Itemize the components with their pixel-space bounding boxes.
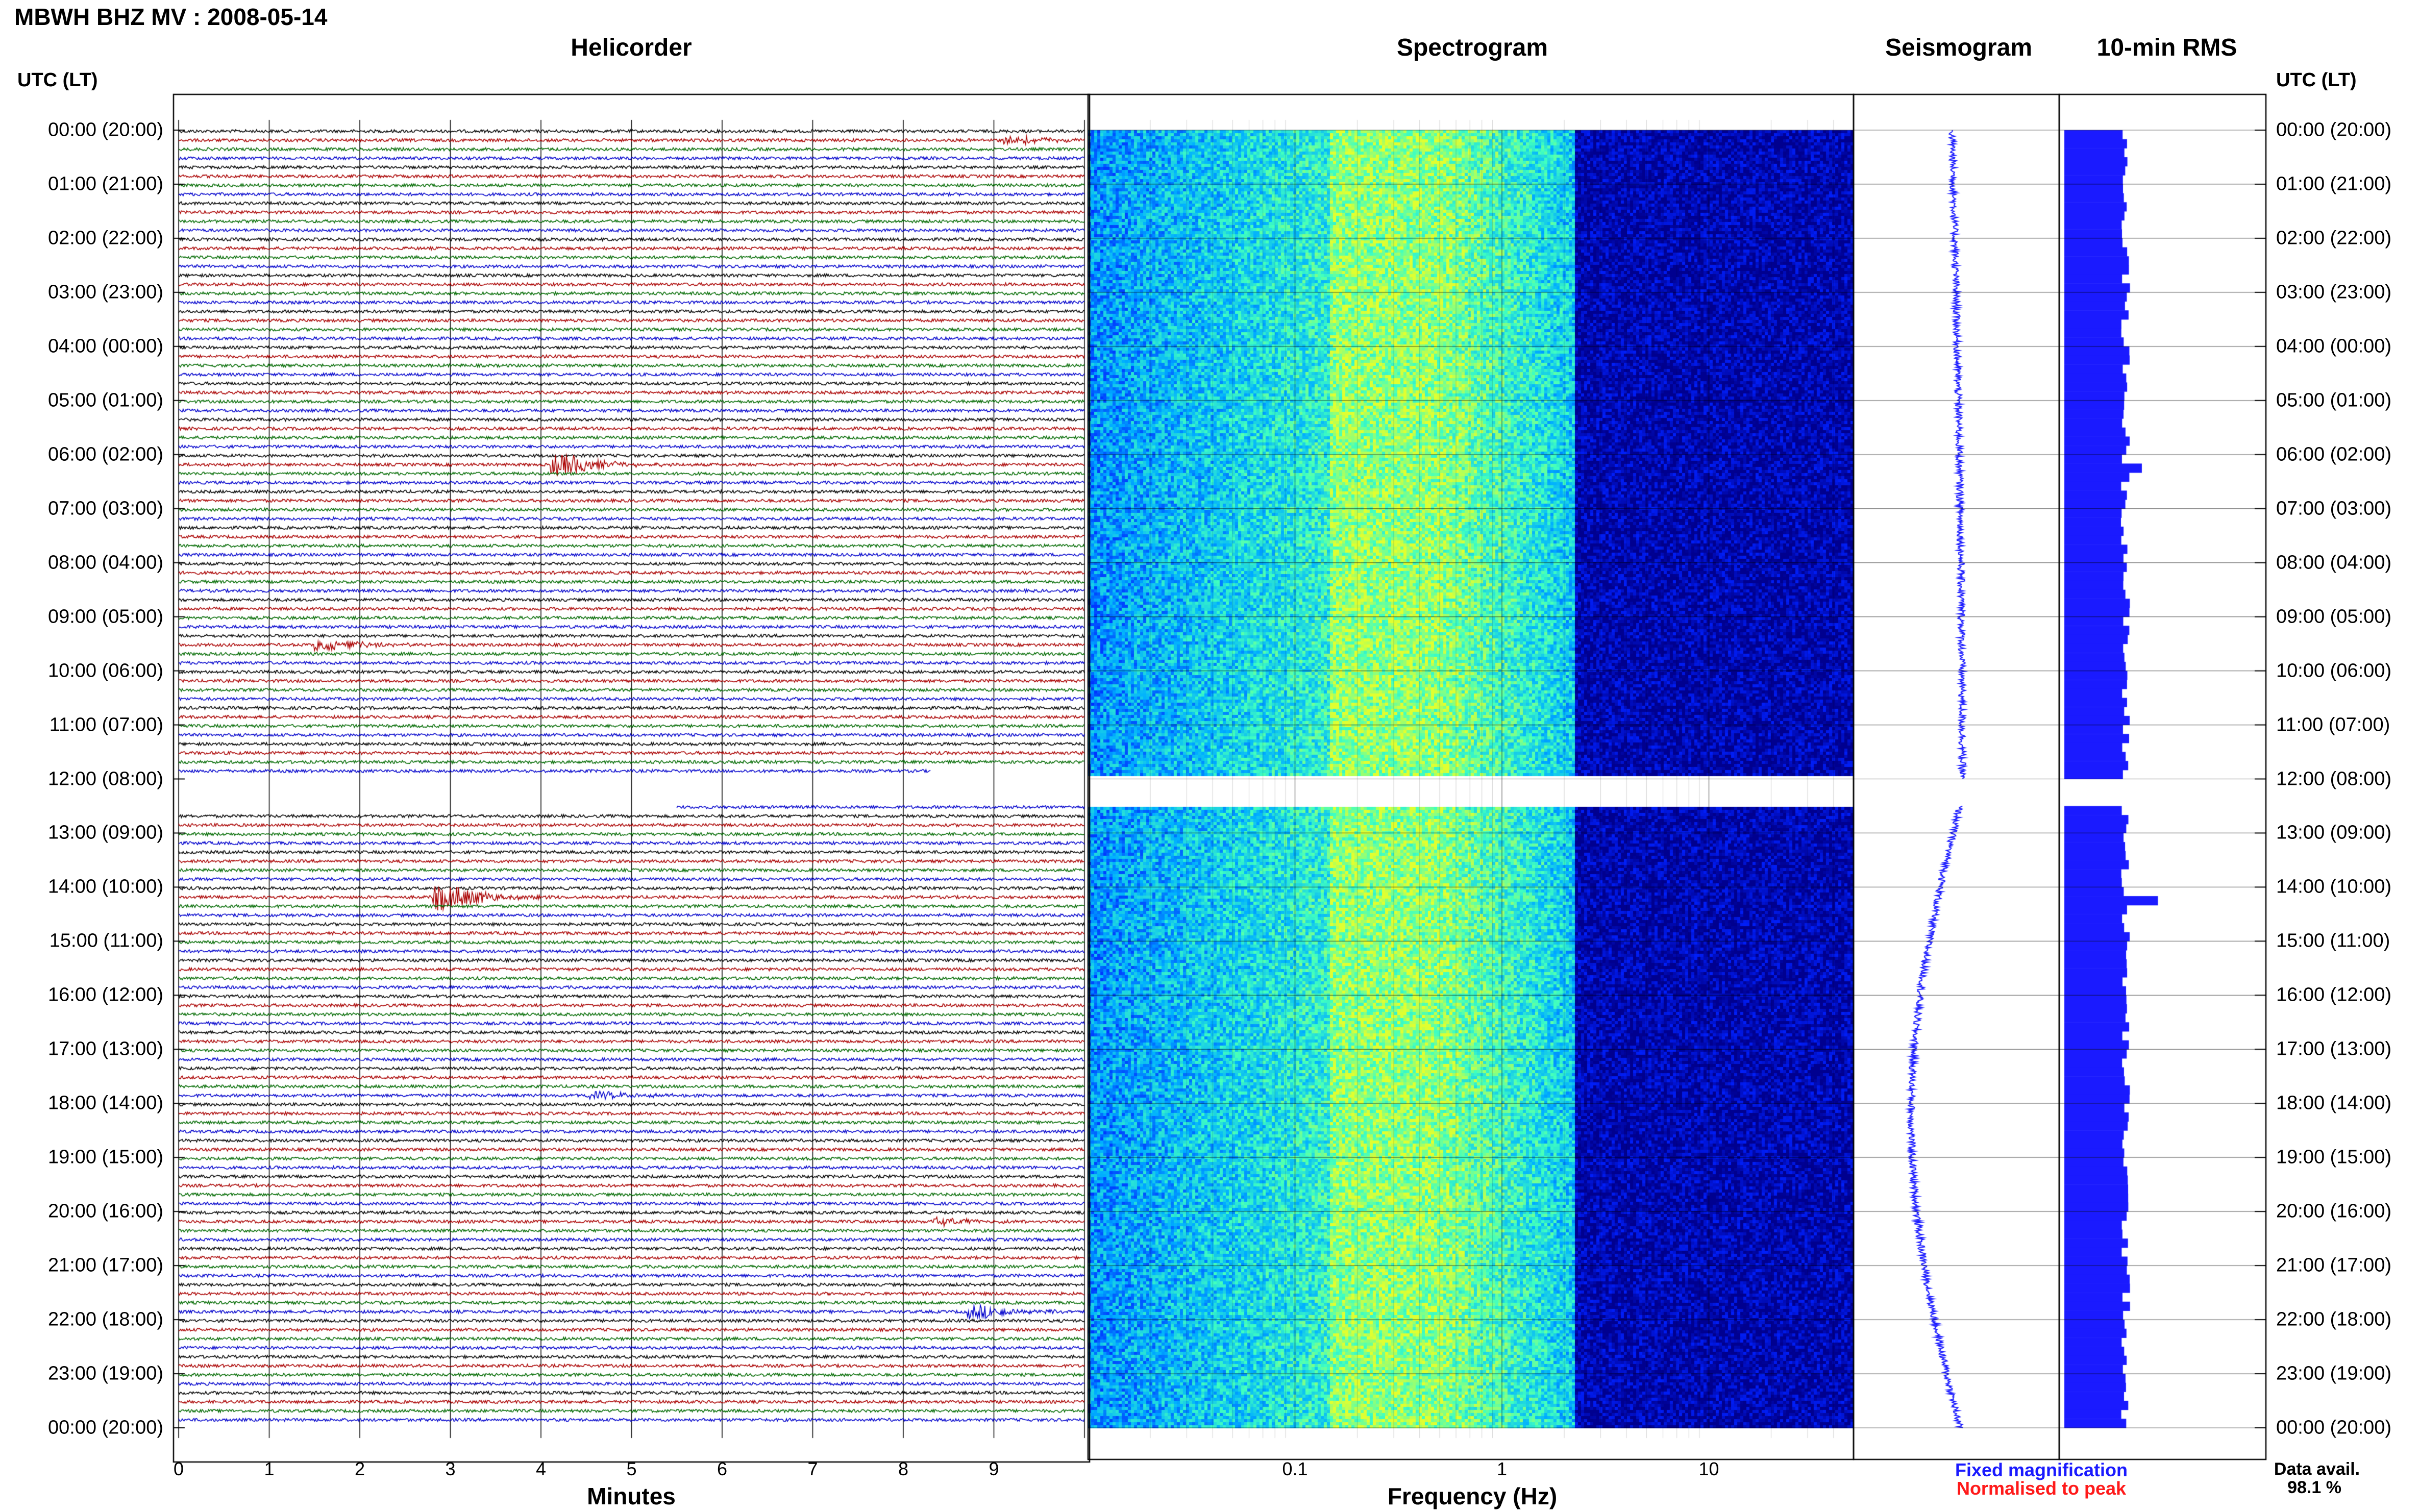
utc-tick-right: 16:00 (12:00) bbox=[2276, 984, 2392, 1006]
utc-tick-right: 10:00 (06:00) bbox=[2276, 660, 2392, 682]
utc-tick-right: 08:00 (04:00) bbox=[2276, 552, 2392, 574]
utc-tick-right: 09:00 (05:00) bbox=[2276, 606, 2392, 628]
utc-tick-right: 15:00 (11:00) bbox=[2276, 930, 2390, 952]
utc-tick-right: 12:00 (08:00) bbox=[2276, 768, 2392, 789]
data-availability-value: 98.1 % bbox=[2287, 1478, 2341, 1497]
utc-tick-right: 14:00 (10:00) bbox=[2276, 876, 2392, 898]
minutes-tick-label: 0 bbox=[173, 1458, 184, 1479]
utc-tick-left: 02:00 (22:00) bbox=[47, 227, 163, 249]
utc-tick-right: 23:00 (19:00) bbox=[2276, 1362, 2392, 1384]
utc-tick-right: 02:00 (22:00) bbox=[2276, 227, 2392, 249]
utc-tick-right: 04:00 (00:00) bbox=[2276, 335, 2392, 357]
utc-tick-right: 18:00 (14:00) bbox=[2276, 1092, 2392, 1114]
utc-tick-left: 15:00 (11:00) bbox=[49, 930, 163, 952]
minutes-tick-label: 2 bbox=[354, 1458, 365, 1479]
utc-tick-right: 13:00 (09:00) bbox=[2276, 822, 2392, 844]
minutes-tick-label: 9 bbox=[989, 1458, 999, 1479]
utc-tick-left: 16:00 (12:00) bbox=[47, 984, 163, 1006]
utc-tick-left: 17:00 (13:00) bbox=[47, 1038, 163, 1060]
utc-tick-left: 09:00 (05:00) bbox=[47, 606, 163, 628]
utc-tick-left: 18:00 (14:00) bbox=[47, 1092, 163, 1114]
minutes-tick-label: 1 bbox=[264, 1458, 275, 1479]
legend-fixed-magnification: Fixed magnification bbox=[1955, 1459, 2128, 1480]
figure-title: MBWH BHZ MV : 2008-05-14 bbox=[14, 4, 328, 30]
rms-title: 10-min RMS bbox=[2096, 34, 2237, 61]
utc-axis-label-right: UTC (LT) bbox=[2276, 69, 2357, 91]
minutes-tick-label: 4 bbox=[535, 1458, 547, 1479]
utc-tick-left: 11:00 (07:00) bbox=[49, 714, 163, 736]
frequency-axis-label: Frequency (Hz) bbox=[1387, 1483, 1558, 1509]
utc-tick-right: 03:00 (23:00) bbox=[2276, 281, 2392, 303]
frequency-tick-label: 10 bbox=[1698, 1458, 1719, 1479]
utc-tick-right: 00:00 (20:00) bbox=[2276, 1417, 2392, 1439]
utc-tick-left: 19:00 (15:00) bbox=[47, 1146, 163, 1168]
utc-tick-right: 01:00 (21:00) bbox=[2276, 173, 2392, 195]
minutes-tick-label: 8 bbox=[898, 1458, 909, 1479]
seismogram-title: Seismogram bbox=[1885, 34, 2033, 61]
utc-tick-left: 14:00 (10:00) bbox=[47, 876, 163, 898]
utc-tick-left: 06:00 (02:00) bbox=[47, 443, 163, 465]
utc-tick-right: 22:00 (18:00) bbox=[2276, 1308, 2392, 1330]
utc-tick-right: 20:00 (16:00) bbox=[2276, 1200, 2392, 1222]
utc-tick-left: 08:00 (04:00) bbox=[47, 552, 163, 574]
minutes-tick-label: 6 bbox=[717, 1458, 728, 1479]
utc-tick-left: 03:00 (23:00) bbox=[47, 281, 163, 303]
utc-tick-left: 13:00 (09:00) bbox=[47, 822, 163, 844]
utc-axis-label-left: UTC (LT) bbox=[17, 69, 98, 91]
spectrogram-title: Spectrogram bbox=[1396, 34, 1548, 61]
utc-tick-left: 04:00 (00:00) bbox=[47, 335, 163, 357]
data-availability-label: Data avail. bbox=[2274, 1459, 2360, 1479]
utc-tick-right: 06:00 (02:00) bbox=[2276, 443, 2392, 465]
minutes-axis-label: Minutes bbox=[587, 1483, 676, 1509]
utc-tick-right: 07:00 (03:00) bbox=[2276, 498, 2392, 519]
utc-tick-right: 19:00 (15:00) bbox=[2276, 1146, 2392, 1168]
utc-tick-left: 00:00 (20:00) bbox=[47, 119, 163, 141]
utc-tick-right: 05:00 (01:00) bbox=[2276, 389, 2392, 411]
utc-tick-right: 17:00 (13:00) bbox=[2276, 1038, 2392, 1060]
utc-tick-left: 20:00 (16:00) bbox=[47, 1200, 163, 1222]
utc-tick-right: 21:00 (17:00) bbox=[2276, 1254, 2392, 1276]
minutes-tick-label: 7 bbox=[807, 1458, 818, 1479]
legend-normalised-to-peak: Normalised to peak bbox=[1956, 1478, 2127, 1499]
utc-tick-left: 12:00 (08:00) bbox=[47, 768, 163, 789]
utc-tick-left: 21:00 (17:00) bbox=[47, 1254, 163, 1276]
utc-tick-left: 22:00 (18:00) bbox=[47, 1308, 163, 1330]
helicorder-title: Helicorder bbox=[571, 34, 692, 61]
frequency-tick-label: 1 bbox=[1497, 1458, 1508, 1479]
utc-tick-right: 00:00 (20:00) bbox=[2276, 119, 2392, 141]
utc-tick-left: 05:00 (01:00) bbox=[47, 389, 163, 411]
frequency-tick-label: 0.1 bbox=[1282, 1458, 1308, 1479]
utc-tick-left: 07:00 (03:00) bbox=[47, 498, 163, 519]
utc-tick-left: 00:00 (20:00) bbox=[47, 1417, 163, 1439]
utc-tick-left: 23:00 (19:00) bbox=[47, 1362, 163, 1384]
utc-tick-left: 01:00 (21:00) bbox=[47, 173, 163, 195]
minutes-tick-label: 5 bbox=[626, 1458, 637, 1479]
minutes-tick-label: 3 bbox=[445, 1458, 456, 1479]
utc-tick-right: 11:00 (07:00) bbox=[2276, 714, 2390, 736]
utc-tick-left: 10:00 (06:00) bbox=[47, 660, 163, 682]
